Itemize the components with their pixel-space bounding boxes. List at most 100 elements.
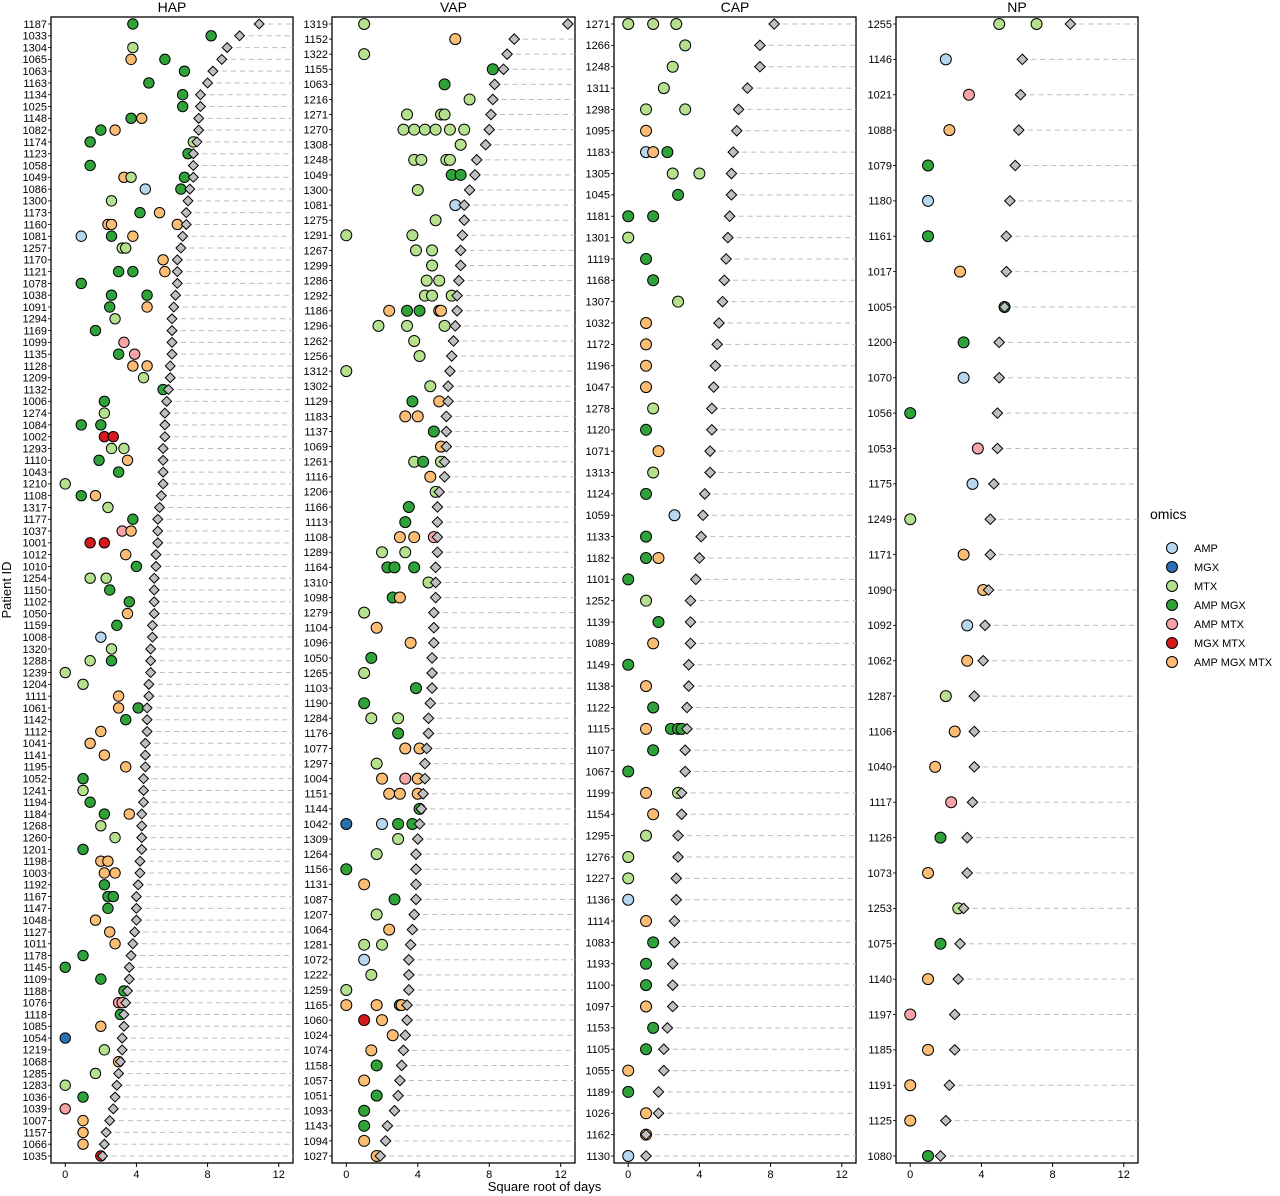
sample-point (358, 697, 371, 710)
sample-point (112, 690, 125, 702)
end-marker (954, 937, 966, 950)
patient-id-label: 1096 (304, 638, 328, 650)
patient-id-label: 1111 (25, 691, 47, 703)
x-tick-label: 12 (836, 1169, 848, 1181)
sample-point (89, 1067, 102, 1080)
sample-point (98, 395, 111, 408)
sample-point (127, 265, 139, 278)
sample-point (127, 513, 139, 525)
patient-id-label: 1300 (23, 196, 47, 208)
patient-id-label: 1262 (304, 336, 328, 348)
sample-point (929, 760, 942, 773)
sample-point (388, 561, 401, 574)
x-tick-label: 12 (555, 1169, 567, 1181)
sample-point (402, 500, 415, 513)
end-marker (711, 338, 724, 351)
sample-point (647, 274, 660, 287)
sample-point (427, 425, 440, 438)
sample-point (939, 690, 952, 703)
end-marker (187, 159, 199, 172)
sample-point (922, 230, 935, 243)
patient-id-label: 1050 (23, 608, 47, 620)
sample-point (679, 39, 692, 52)
end-marker (1003, 194, 1016, 207)
sample-point (383, 787, 396, 800)
patient-id-label: 1310 (304, 577, 328, 589)
sample-point (409, 682, 422, 695)
patient-id-label: 1037 (23, 526, 47, 538)
sample-point (98, 879, 111, 891)
end-marker (479, 138, 492, 151)
patient-id-label: 1083 (586, 937, 610, 949)
sample-point (454, 168, 467, 181)
sample-point (904, 407, 917, 420)
patient-id-label: 1119 (587, 254, 610, 266)
end-marker (470, 153, 483, 166)
legend-label: AMP MTX (1194, 619, 1245, 631)
patient-id-label: 1161 (868, 231, 892, 243)
patient-id-label: 1186 (304, 306, 328, 318)
sample-point (89, 489, 102, 502)
sample-point (95, 124, 107, 136)
sample-point (640, 786, 653, 799)
x-tick-label: 4 (133, 1169, 139, 1181)
sample-point (945, 796, 958, 809)
sample-point (657, 82, 670, 95)
end-marker (193, 124, 205, 136)
patient-id-label: 1204 (23, 679, 47, 691)
patient-id-label: 1152 (304, 34, 328, 46)
patient-id-label: 1183 (586, 147, 610, 159)
end-marker (153, 501, 166, 514)
sample-point (622, 1085, 635, 1098)
sample-point (107, 890, 119, 903)
sample-point (120, 761, 132, 773)
legend-swatch (1166, 599, 1178, 611)
end-marker (148, 572, 160, 584)
sample-point (125, 53, 137, 66)
patient-id-label: 1265 (304, 668, 328, 680)
sample-point (411, 410, 424, 423)
sample-point (141, 301, 153, 313)
end-marker (121, 985, 134, 997)
patient-id-label: 1088 (868, 125, 892, 137)
sample-point (401, 108, 414, 121)
patient-id-label: 1239 (23, 667, 47, 679)
patient-id-label: 1130 (586, 1151, 610, 1163)
patient-id-label: 1115 (587, 724, 610, 736)
end-marker (433, 485, 446, 498)
patient-id-label: 1010 (23, 561, 47, 573)
sample-point (111, 619, 123, 632)
panel-title: HAP (158, 0, 187, 15)
end-marker (666, 957, 679, 970)
end-marker (456, 229, 469, 242)
sample-point (647, 18, 660, 30)
sample-point (104, 301, 116, 313)
end-marker (670, 893, 683, 906)
patient-id-label: 1066 (23, 1139, 47, 1151)
end-marker (442, 380, 455, 393)
sample-point (365, 968, 378, 981)
patient-id-label: 1254 (23, 573, 47, 585)
end-marker (984, 548, 997, 561)
end-marker (497, 63, 510, 76)
patient-id-label: 1153 (586, 1023, 610, 1035)
patient-id-label: 1307 (586, 297, 610, 309)
patient-id-label: 1138 (586, 681, 610, 693)
patient-id-label: 1136 (586, 895, 610, 907)
end-marker (143, 690, 155, 702)
end-marker (704, 445, 717, 458)
patient-id-label: 1164 (304, 562, 328, 574)
patient-id-label: 1081 (23, 231, 47, 243)
sample-point (647, 210, 660, 223)
patient-id-label: 1104 (304, 623, 328, 635)
patient-id-label: 1309 (304, 834, 328, 846)
end-marker (146, 619, 159, 632)
end-marker (166, 336, 178, 349)
sample-point (77, 772, 89, 785)
sample-point (640, 1000, 653, 1013)
panel-np: NP 0 4 8 12 1255 1146 1021 1088 1079 1180 1161 1017 1… (868, 0, 1139, 1181)
legend-label: MTX (1194, 581, 1218, 593)
sample-point (392, 727, 405, 740)
patient-id-label: 1131 (304, 879, 328, 891)
sample-point (84, 136, 96, 148)
